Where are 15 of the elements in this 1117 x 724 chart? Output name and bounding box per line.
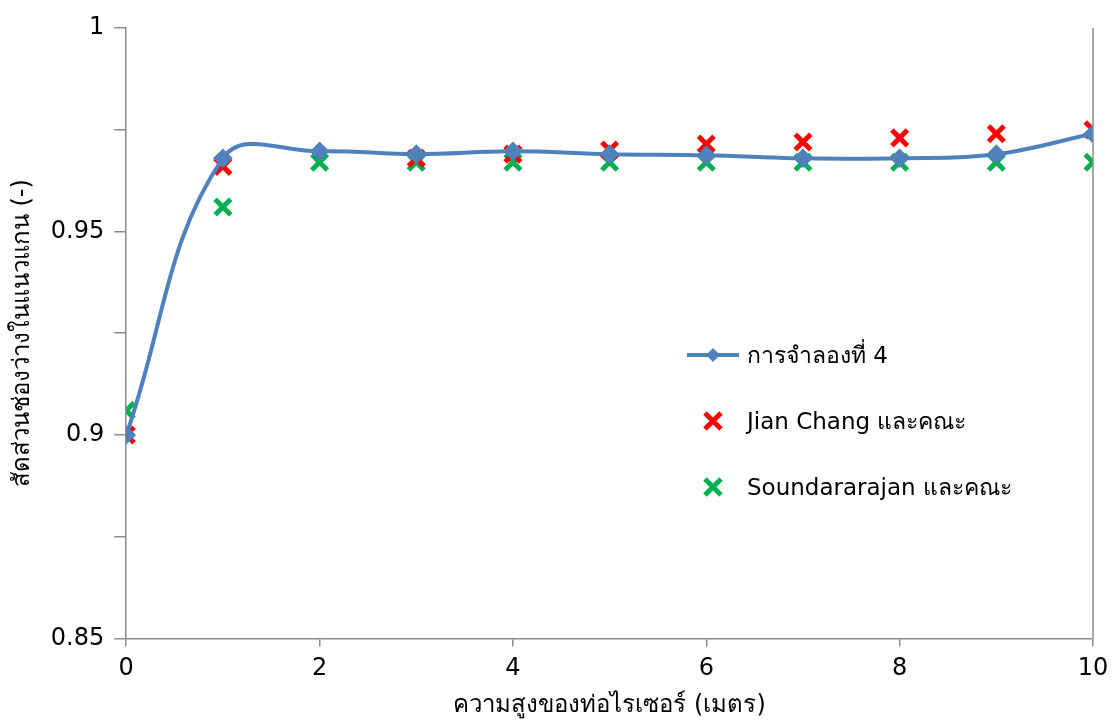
x-tick-label: 8	[892, 653, 908, 682]
x-tick-label: 10	[1077, 653, 1109, 682]
x-tick-label: 2	[311, 653, 328, 682]
y-tick-label: 1	[88, 12, 105, 41]
x-axis-title: ความสูงของท่อไรเซอร์ (เมตร)	[453, 689, 766, 719]
y-tick-label: 0.85	[50, 622, 105, 651]
y-tick-label: 0.95	[50, 215, 105, 244]
legend-label: Soundararajan และคณะ	[747, 473, 1012, 502]
x-tick-label: 4	[505, 653, 521, 682]
x-tick-label: 6	[698, 653, 714, 682]
y-axis-title: สัดส่วนช่องว่างในแนวแกน (-)	[6, 179, 35, 488]
legend-label: การจำลองที่ 4	[747, 338, 888, 370]
x-tick-label: 0	[118, 653, 134, 682]
legend-label: Jian Chang และคณะ	[747, 407, 967, 436]
y-tick-label: 0.9	[66, 419, 105, 448]
